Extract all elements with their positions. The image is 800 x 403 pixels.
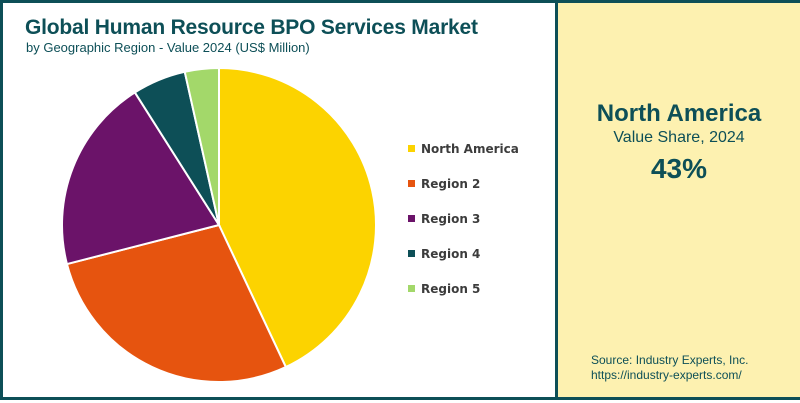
- legend-item: North America: [408, 131, 519, 166]
- legend-item: Region 3: [408, 201, 519, 236]
- legend-item: Region 4: [408, 236, 519, 271]
- pie-slice-region-3: [61, 91, 221, 266]
- chart-subtitle: by Geographic Region - Value 2024 (US$ M…: [26, 40, 310, 55]
- legend-label: Region 3: [421, 211, 481, 226]
- legend-label: Region 5: [421, 281, 481, 296]
- highlight-panel: North America Value Share, 2024 43% Sour…: [555, 3, 800, 397]
- legend-label: Region 4: [421, 246, 481, 261]
- pie-slice-region-2: [65, 223, 288, 383]
- legend-label: North America: [421, 141, 519, 156]
- legend-item: Region 5: [408, 271, 519, 306]
- highlight-value: 43%: [650, 153, 708, 184]
- pie-slice-region-5: [183, 66, 220, 226]
- source-note: Source: Industry Experts, Inc. https://i…: [591, 353, 748, 383]
- highlight-region: North America: [596, 100, 762, 127]
- legend-swatch-icon: [408, 145, 415, 152]
- source-url[interactable]: https://industry-experts.com/: [591, 368, 742, 382]
- legend-label: Region 2: [421, 176, 481, 191]
- legend-swatch-icon: [408, 215, 415, 222]
- source-text: Source: Industry Experts, Inc.: [591, 353, 749, 367]
- legend: North America Region 2 Region 3 Region 4 Reg…: [408, 131, 519, 306]
- legend-swatch-icon: [408, 285, 415, 292]
- pie-chart: [61, 66, 377, 383]
- highlight-label: Value Share, 2024: [613, 129, 745, 146]
- legend-item: Region 2: [408, 166, 519, 201]
- chart-title: Global Human Resource BPO Services Marke…: [25, 16, 478, 39]
- legend-swatch-icon: [408, 180, 415, 187]
- pie-slice-north-america: [218, 66, 377, 369]
- legend-swatch-icon: [408, 250, 415, 257]
